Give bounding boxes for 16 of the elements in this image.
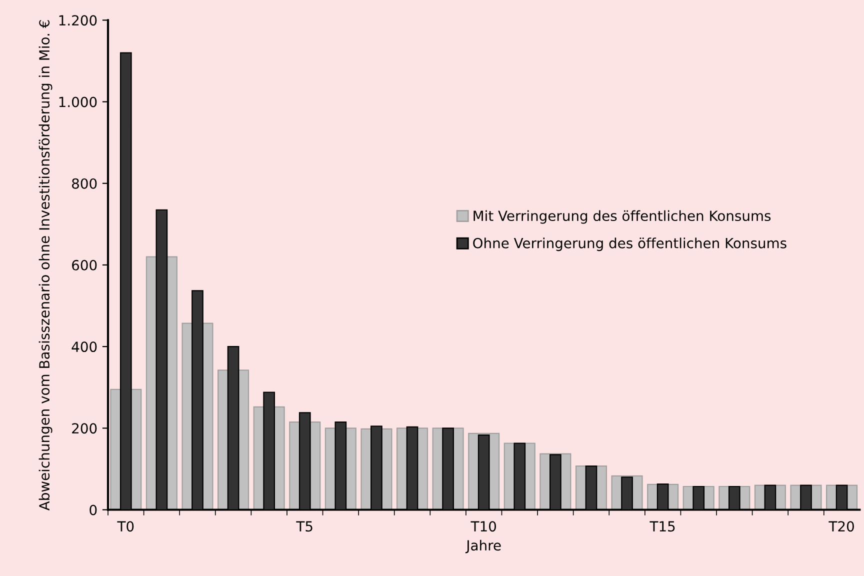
x-axis-title: Jahre bbox=[465, 540, 501, 554]
y-axis-title: Abweichungen vom Basisszenario ohne Investitionsförderung in Mio. € bbox=[38, 20, 52, 511]
x-tick-label: T5 bbox=[296, 521, 312, 532]
y-tick-label: 0 bbox=[90, 504, 97, 516]
y-tick-label: 600 bbox=[72, 260, 97, 270]
x-tick-label: T10 bbox=[470, 521, 496, 532]
y-tick-label: 800 bbox=[72, 178, 97, 189]
x-tick-label: T0 bbox=[117, 521, 134, 532]
legend-label: Mit Verringerung des öffentlichen Konsums bbox=[474, 210, 771, 224]
x-tick-label: T20 bbox=[828, 521, 854, 532]
legend-label: Ohne Verringerung des öffentlichen Konsums bbox=[473, 238, 786, 252]
x-tick-label: T15 bbox=[650, 521, 675, 532]
y-tick-label: 1.200 bbox=[59, 15, 97, 26]
y-tick-label: 200 bbox=[72, 423, 97, 434]
y-tick-label: 400 bbox=[72, 342, 97, 352]
y-tick-label: 1.000 bbox=[59, 96, 97, 108]
